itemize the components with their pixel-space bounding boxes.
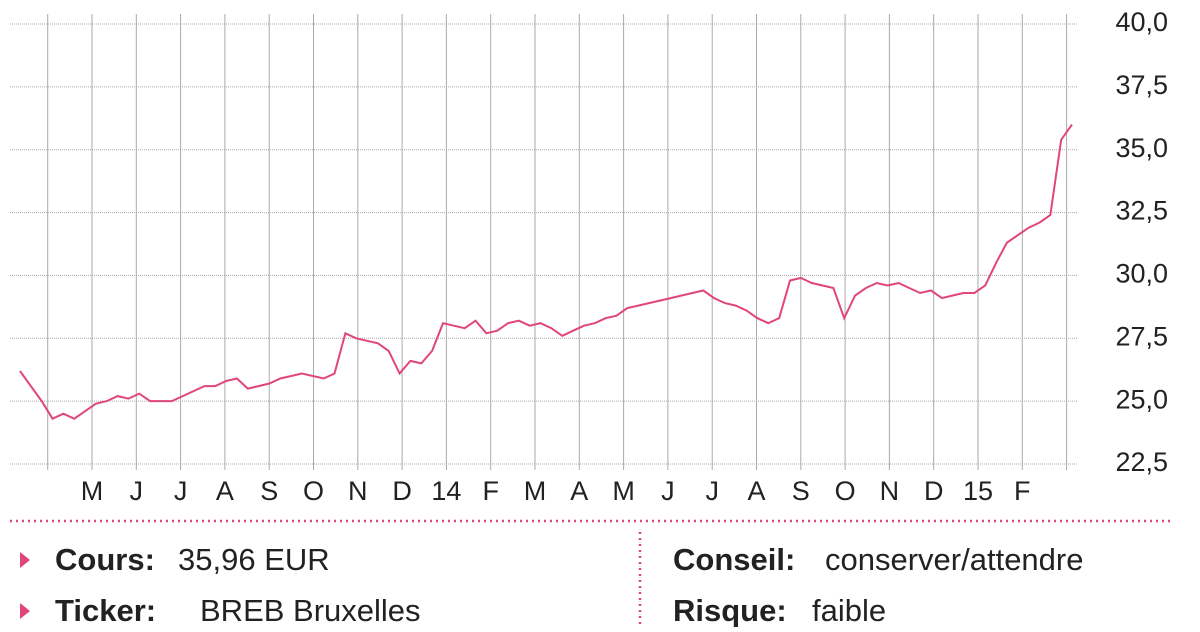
- y-tick-label: 30,0: [1115, 259, 1168, 289]
- x-tick-label: O: [303, 476, 324, 506]
- x-tick-label: F: [482, 476, 499, 506]
- info-value: BREB Bruxelles: [200, 593, 421, 627]
- info-value: 35,96 EUR: [178, 542, 330, 577]
- x-tick-label: A: [570, 476, 588, 506]
- bullet: [20, 552, 30, 619]
- info-label: Risque:: [673, 593, 787, 627]
- x-tick-label: J: [174, 476, 188, 506]
- x-tick-label: 15: [963, 476, 993, 506]
- y-tick-label: 40,0: [1115, 7, 1168, 37]
- x-tick-label: J: [661, 476, 675, 506]
- y-tick-label: 22,5: [1115, 447, 1168, 477]
- x-tick-label: A: [216, 476, 234, 506]
- x-tick-label: N: [880, 476, 900, 506]
- x-tick-label: S: [260, 476, 278, 506]
- y-tick-label: 35,0: [1115, 133, 1168, 163]
- y-tick-label: 25,0: [1115, 384, 1168, 414]
- x-tick-label: N: [348, 476, 368, 506]
- x-tick-label: S: [792, 476, 810, 506]
- x-tick-label: D: [924, 476, 944, 506]
- y-tick-label: 32,5: [1115, 196, 1168, 226]
- x-tick-label: F: [1014, 476, 1031, 506]
- info-label: Conseil:: [673, 542, 795, 577]
- info-label: Cours:: [55, 542, 155, 577]
- y-tick-label: 37,5: [1115, 70, 1168, 100]
- x-tick-label: M: [81, 476, 104, 506]
- x-tick-label: 14: [431, 476, 461, 506]
- x-tick-label: M: [612, 476, 635, 506]
- x-tick-label: M: [524, 476, 547, 506]
- x-tick-label: J: [705, 476, 719, 506]
- x-tick-label: O: [835, 476, 856, 506]
- price-line: [19, 124, 1073, 420]
- info-value: faible: [812, 593, 886, 627]
- y-tick-label: 27,5: [1115, 321, 1168, 351]
- x-tick-label: D: [392, 476, 412, 506]
- info-value: conserver/attendre: [825, 542, 1083, 577]
- x-tick-label: J: [130, 476, 144, 506]
- x-tick-label: A: [747, 476, 765, 506]
- info-label: Ticker:: [55, 593, 156, 627]
